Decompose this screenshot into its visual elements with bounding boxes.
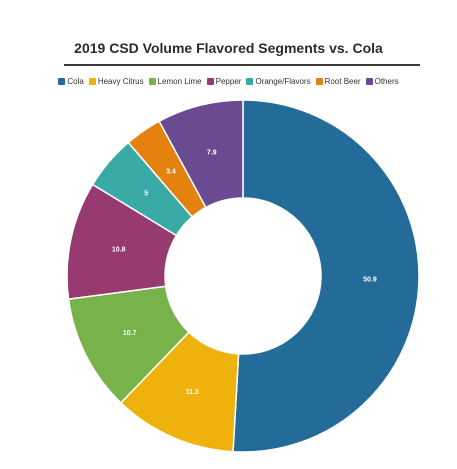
legend-swatch-heavy-citrus [88,78,96,85]
chart-title: 2019 CSD Volume Flavored Segments vs. Co… [74,40,383,56]
slice-label-root-beer: 3.4 [166,168,176,175]
legend-item-orange-flavors: Orange/Flavors [246,77,311,86]
legend-swatch-pepper [206,78,214,85]
title-divider [64,64,420,66]
legend-label-orange-flavors: Orange/Flavors [255,77,311,86]
legend-item-heavy-citrus: Heavy Citrus [88,77,144,86]
legend-item-pepper: Pepper [206,77,242,86]
legend-label-pepper: Pepper [215,77,242,86]
legend-swatch-orange-flavors [246,78,254,85]
legend-swatch-lemon-lime [148,78,156,85]
slice-cola [232,99,420,453]
legend-item-cola: Cola [58,77,84,86]
chart-legend: Cola Heavy Citrus Lemon Lime Pepper Orange/F… [0,77,457,86]
legend-swatch-others [365,78,373,85]
legend-label-root-beer: Root Beer [324,77,361,86]
slice-label-others: 7.9 [207,150,217,157]
slice-label-pepper: 10.8 [112,247,126,254]
legend-swatch-cola [58,78,66,85]
slice-label-lemon-lime: 10.7 [123,330,137,337]
slice-label-heavy-citrus: 11.3 [186,389,199,396]
slice-label-orange-flavors: 5 [144,191,148,198]
legend-swatch-root-beer [315,78,323,85]
legend-item-others: Others [365,77,399,86]
legend-label-lemon-lime: Lemon Lime [157,77,202,86]
legend-label-heavy-citrus: Heavy Citrus [97,77,144,86]
slice-label-cola: 50.9 [363,276,377,283]
slice-others [158,99,244,209]
legend-item-root-beer: Root Beer [315,77,361,86]
legend-label-others: Others [374,77,399,86]
legend-label-cola: Cola [67,77,84,86]
legend-item-lemon-lime: Lemon Lime [148,77,202,86]
